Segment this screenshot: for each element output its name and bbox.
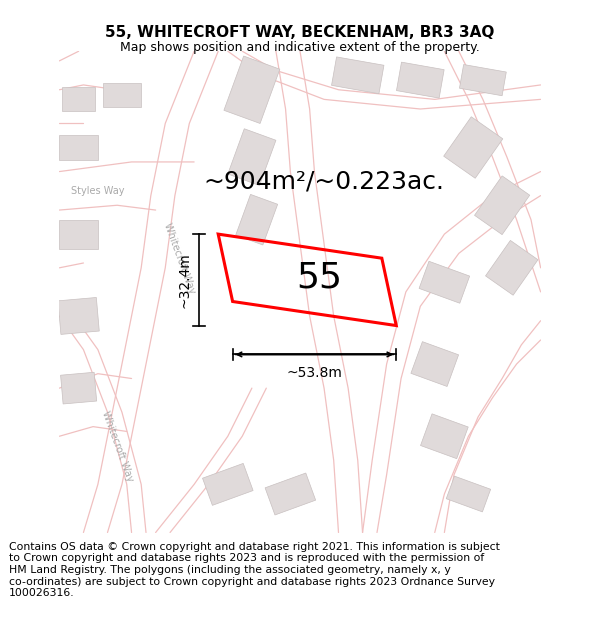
Text: ~904m²/~0.223ac.: ~904m²/~0.223ac. xyxy=(203,169,445,193)
Polygon shape xyxy=(419,261,470,303)
Text: Map shows position and indicative extent of the property.: Map shows position and indicative extent… xyxy=(120,41,480,54)
Polygon shape xyxy=(59,136,98,159)
Text: Contains OS data © Crown copyright and database right 2021. This information is : Contains OS data © Crown copyright and d… xyxy=(9,542,500,598)
Polygon shape xyxy=(103,82,141,107)
Polygon shape xyxy=(411,342,458,386)
Polygon shape xyxy=(224,56,280,124)
Polygon shape xyxy=(62,88,95,111)
Polygon shape xyxy=(485,241,538,295)
Text: 55: 55 xyxy=(296,261,342,294)
Text: 55, WHITECROFT WAY, BECKENHAM, BR3 3AQ: 55, WHITECROFT WAY, BECKENHAM, BR3 3AQ xyxy=(106,25,494,40)
Text: ~32.4m: ~32.4m xyxy=(178,252,192,308)
Polygon shape xyxy=(59,219,98,249)
Polygon shape xyxy=(421,414,468,459)
Polygon shape xyxy=(397,62,444,98)
Text: Whitecroft Way: Whitecroft Way xyxy=(100,409,134,482)
Polygon shape xyxy=(443,117,503,178)
Text: Whitecroft Way: Whitecroft Way xyxy=(162,221,197,295)
Polygon shape xyxy=(58,298,99,334)
Polygon shape xyxy=(228,129,276,186)
Polygon shape xyxy=(446,476,491,512)
Text: ~53.8m: ~53.8m xyxy=(287,366,343,381)
Polygon shape xyxy=(460,64,506,96)
Polygon shape xyxy=(203,463,253,506)
Text: Styles Way: Styles Way xyxy=(71,186,125,196)
Polygon shape xyxy=(475,176,530,234)
Polygon shape xyxy=(61,372,97,404)
Polygon shape xyxy=(332,57,384,94)
Polygon shape xyxy=(265,473,316,515)
Polygon shape xyxy=(236,194,278,245)
